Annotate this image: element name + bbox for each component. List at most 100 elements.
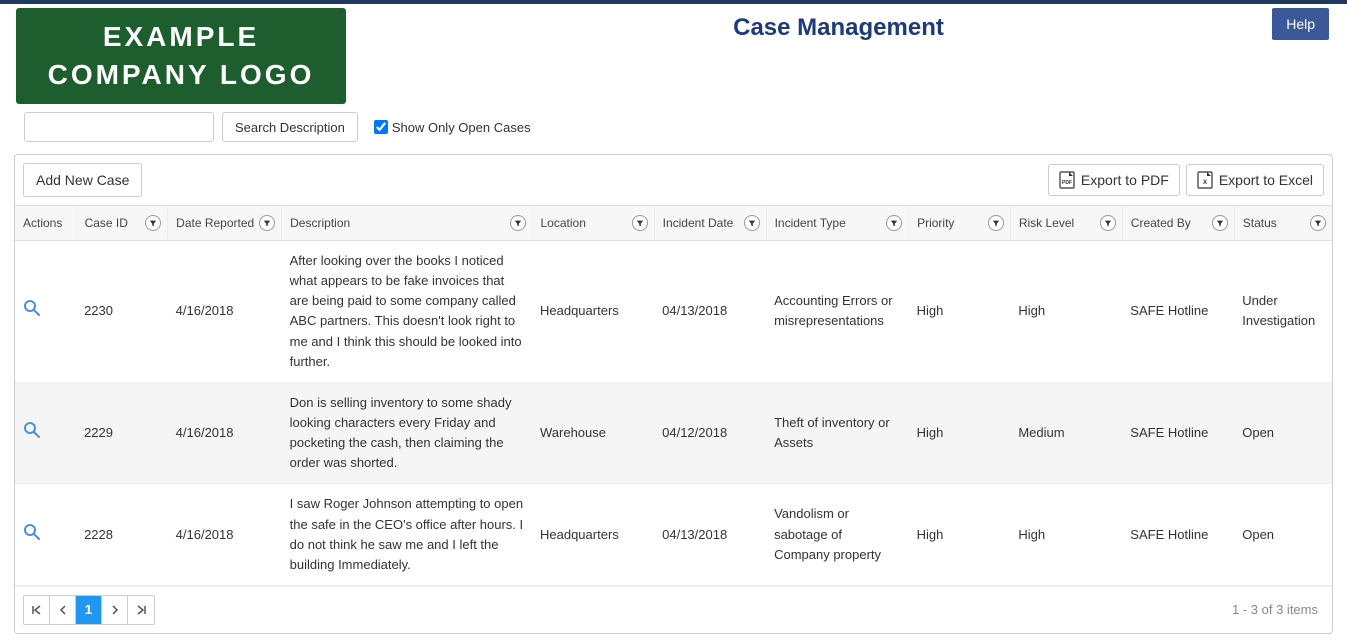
search-description-button[interactable]: Search Description — [222, 112, 358, 142]
cell-incident_type: Vandolism or sabotage of Company propert… — [766, 484, 908, 586]
table-head: Actions Case ID Date Reported Description Lo… — [15, 206, 1332, 241]
svg-text:PDF: PDF — [1062, 180, 1072, 186]
cell-risk_level: High — [1010, 484, 1122, 586]
header: EXAMPLE COMPANY LOGO Case Management Hel… — [0, 4, 1347, 104]
cell-risk_level: Medium — [1010, 382, 1122, 484]
cell-created_by: SAFE Hotline — [1122, 241, 1234, 383]
column-header-actions[interactable]: Actions — [15, 206, 76, 241]
column-header-status[interactable]: Status — [1234, 206, 1332, 241]
excel-icon: X — [1197, 171, 1213, 189]
column-label: Created By — [1131, 216, 1191, 230]
export-pdf-button[interactable]: PDF Export to PDF — [1048, 164, 1180, 196]
cell-date_reported: 4/16/2018 — [168, 241, 282, 383]
company-logo: EXAMPLE COMPANY LOGO — [16, 8, 346, 104]
pager-prev-button[interactable] — [50, 596, 76, 624]
filter-icon[interactable] — [1212, 215, 1228, 231]
column-header-incident_date[interactable]: Incident Date — [654, 206, 766, 241]
help-button[interactable]: Help — [1272, 8, 1329, 40]
column-label: Risk Level — [1019, 216, 1074, 230]
filter-icon[interactable] — [1310, 215, 1326, 231]
cell-description: After looking over the books I noticed w… — [282, 241, 532, 383]
filter-icon[interactable] — [988, 215, 1004, 231]
cell-description: Don is selling inventory to some shady l… — [282, 382, 532, 484]
filter-icon[interactable] — [886, 215, 902, 231]
page-title: Case Management — [346, 14, 1331, 42]
grid-toolbar: Add New Case PDF Export to PDF X Export … — [15, 155, 1332, 205]
view-case-icon[interactable] — [23, 299, 41, 323]
filter-icon[interactable] — [744, 215, 760, 231]
pager-last-button[interactable] — [128, 596, 154, 624]
column-label: Case ID — [85, 216, 128, 230]
cell-status: Open — [1234, 484, 1332, 586]
filter-icon[interactable] — [1100, 215, 1116, 231]
cell-case_id: 2230 — [76, 241, 168, 383]
logo-line1: EXAMPLE — [16, 18, 346, 56]
table-row: 22294/16/2018Don is selling inventory to… — [15, 382, 1332, 484]
table-body: 22304/16/2018After looking over the book… — [15, 241, 1332, 586]
cases-table: Actions Case ID Date Reported Description Lo… — [15, 205, 1332, 586]
export-excel-label: Export to Excel — [1219, 172, 1313, 188]
cell-priority: High — [909, 241, 1011, 383]
cell-priority: High — [909, 484, 1011, 586]
cell-created_by: SAFE Hotline — [1122, 484, 1234, 586]
cell-incident_type: Theft of inventory or Assets — [766, 382, 908, 484]
column-header-created_by[interactable]: Created By — [1122, 206, 1234, 241]
cell-date_reported: 4/16/2018 — [168, 484, 282, 586]
pager-next-button[interactable] — [102, 596, 128, 624]
column-label: Location — [541, 216, 586, 230]
cell-risk_level: High — [1010, 241, 1122, 383]
filter-icon[interactable] — [632, 215, 648, 231]
search-input[interactable] — [24, 112, 214, 142]
cell-location: Headquarters — [532, 241, 654, 383]
cell-incident_date: 04/13/2018 — [654, 484, 766, 586]
filter-icon[interactable] — [259, 215, 275, 231]
pager-first-button[interactable] — [24, 596, 50, 624]
column-header-incident_type[interactable]: Incident Type — [766, 206, 908, 241]
column-header-date_reported[interactable]: Date Reported — [168, 206, 282, 241]
filter-icon[interactable] — [510, 215, 526, 231]
export-pdf-label: Export to PDF — [1081, 172, 1169, 188]
export-excel-button[interactable]: X Export to Excel — [1186, 164, 1324, 196]
view-case-icon[interactable] — [23, 523, 41, 547]
cell-created_by: SAFE Hotline — [1122, 382, 1234, 484]
cell-incident_type: Accounting Errors or misrepresentations — [766, 241, 908, 383]
view-case-icon[interactable] — [23, 421, 41, 445]
column-header-risk_level[interactable]: Risk Level — [1010, 206, 1122, 241]
column-header-priority[interactable]: Priority — [909, 206, 1011, 241]
pdf-icon: PDF — [1059, 171, 1075, 189]
cell-priority: High — [909, 382, 1011, 484]
pager-buttons: 1 — [23, 595, 155, 625]
column-label: Incident Type — [775, 216, 846, 230]
show-open-cases-label[interactable]: Show Only Open Cases — [374, 120, 531, 135]
column-label: Description — [290, 216, 350, 230]
pager-status-text: 1 - 3 of 3 items — [1232, 602, 1324, 617]
show-open-cases-checkbox[interactable] — [374, 120, 388, 134]
column-label: Status — [1243, 216, 1277, 230]
cell-status: Under Investigation — [1234, 241, 1332, 383]
column-label: Actions — [23, 216, 62, 230]
column-header-location[interactable]: Location — [532, 206, 654, 241]
filter-icon[interactable] — [145, 215, 161, 231]
pager-page-1-button[interactable]: 1 — [76, 596, 102, 624]
cell-description: I saw Roger Johnson attempting to open t… — [282, 484, 532, 586]
pager: 1 1 - 3 of 3 items — [15, 586, 1332, 633]
cell-incident_date: 04/12/2018 — [654, 382, 766, 484]
cell-case_id: 2228 — [76, 484, 168, 586]
cell-case_id: 2229 — [76, 382, 168, 484]
column-header-case_id[interactable]: Case ID — [76, 206, 168, 241]
table-row: 22304/16/2018After looking over the book… — [15, 241, 1332, 383]
logo-line2: COMPANY LOGO — [16, 56, 346, 94]
cell-date_reported: 4/16/2018 — [168, 382, 282, 484]
column-label: Date Reported — [176, 216, 254, 230]
cell-incident_date: 04/13/2018 — [654, 241, 766, 383]
add-new-case-button[interactable]: Add New Case — [23, 163, 142, 197]
search-row: Search Description Show Only Open Cases — [0, 104, 1347, 150]
cell-location: Headquarters — [532, 484, 654, 586]
column-header-description[interactable]: Description — [282, 206, 532, 241]
grid-container: Add New Case PDF Export to PDF X Export … — [14, 154, 1333, 634]
show-open-cases-text: Show Only Open Cases — [392, 120, 531, 135]
column-label: Incident Date — [663, 216, 734, 230]
cell-status: Open — [1234, 382, 1332, 484]
column-label: Priority — [917, 216, 954, 230]
cell-location: Warehouse — [532, 382, 654, 484]
